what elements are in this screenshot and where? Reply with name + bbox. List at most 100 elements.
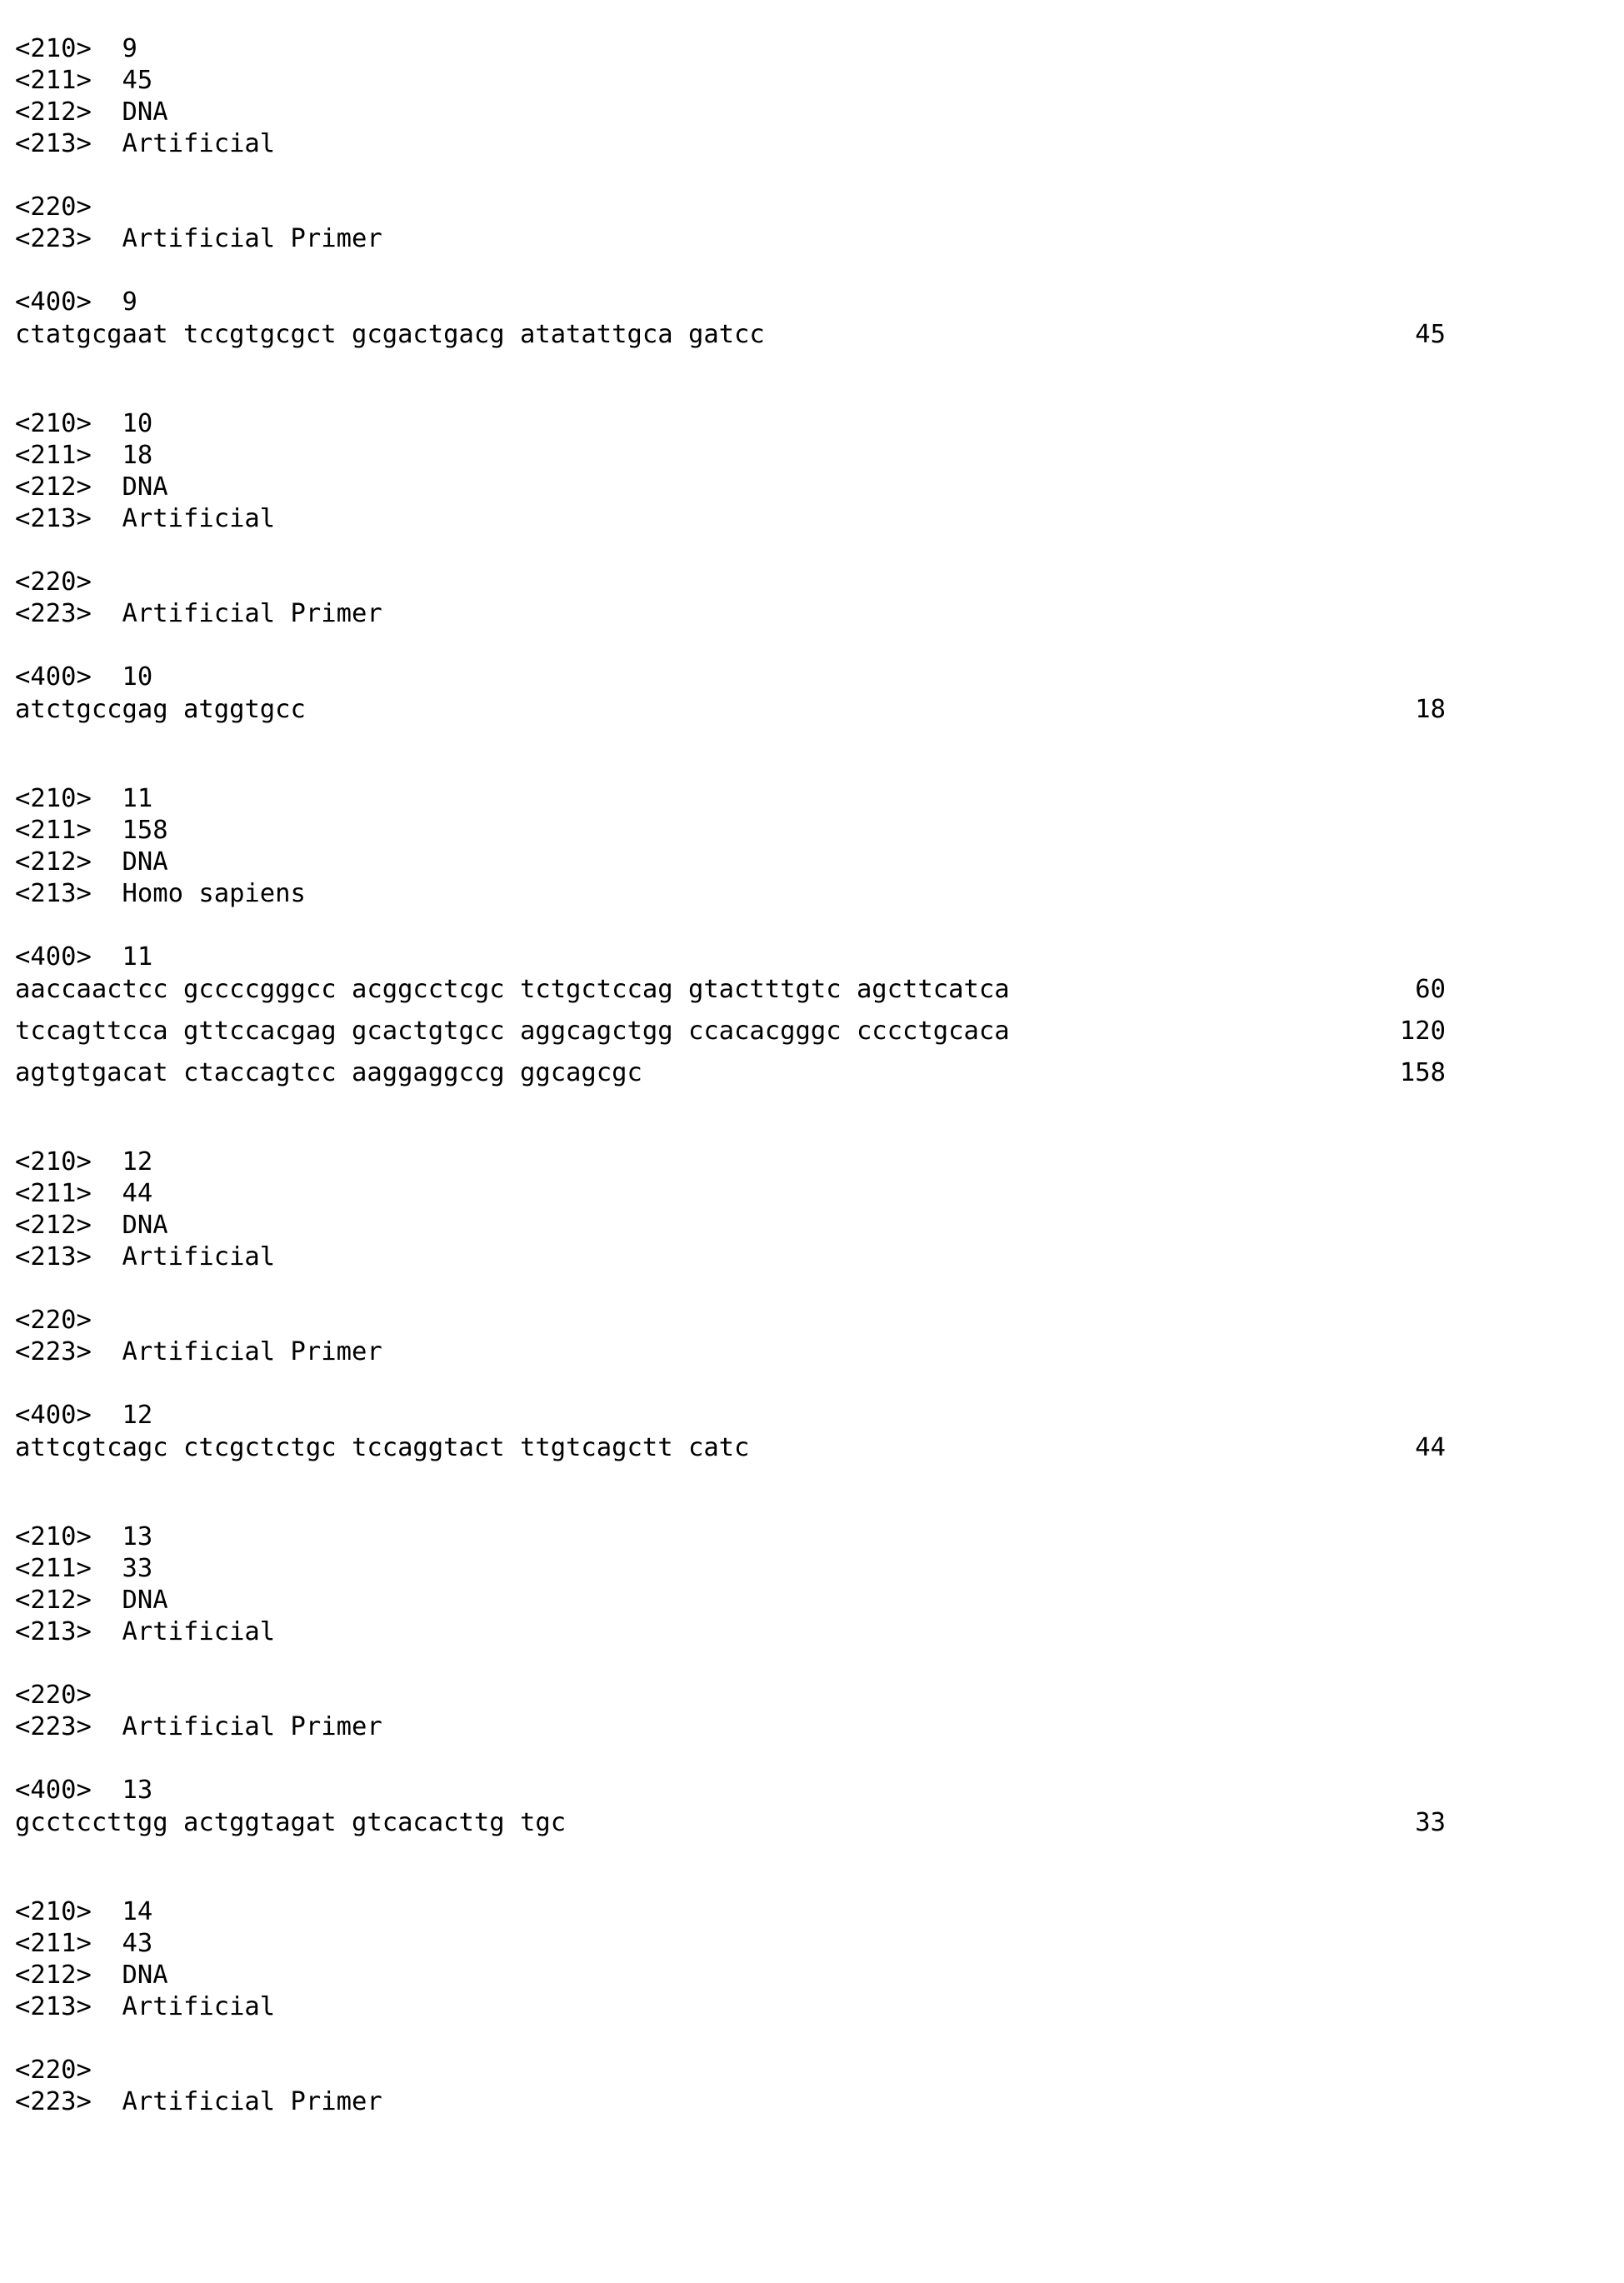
seq-id-tag: <210> — [15, 1521, 122, 1553]
sequence-row: agtgtgacat ctaccagtcc aaggaggccg ggcagcg… — [0, 1057, 1624, 1090]
sequence-block-14: <210>14 <211>43 <212>DNA <213>Artificial… — [0, 1896, 1624, 2118]
length-line: <211>33 — [0, 1553, 1624, 1585]
block-spacer — [0, 1122, 1624, 1146]
sequence-header-line: <400>9 — [0, 287, 1624, 318]
block-spacer — [0, 1840, 1624, 1871]
molecule-type-tag: <212> — [15, 847, 122, 878]
length-tag: <211> — [15, 1553, 122, 1585]
spacer — [0, 630, 1624, 662]
sequence-tag: <400> — [15, 942, 122, 973]
sequence-row: ctatgcgaat tccgtgcgct gcgactgacg atatatt… — [0, 318, 1624, 352]
feature-line: <220> — [0, 1680, 1624, 1711]
spacer — [0, 910, 1624, 942]
molecule-type-value: DNA — [122, 847, 168, 878]
molecule-type-value: DNA — [122, 97, 168, 128]
sequence-header-line: <400>11 — [0, 942, 1624, 973]
sequence-rows: aaccaactcc gccccgggcc acggcctcgc tctgctc… — [0, 973, 1624, 1090]
other-information-line: <223>Artificial Primer — [0, 223, 1624, 255]
seq-id-tag: <210> — [15, 408, 122, 440]
sequence-bases: tccagttcca gttccacgag gcactgtgcc aggcagc… — [15, 1017, 1010, 1046]
organism-line: <213>Artificial — [0, 1241, 1624, 1273]
molecule-type-line: <212>DNA — [0, 847, 1624, 878]
sequence-header-line: <400>12 — [0, 1400, 1624, 1431]
sequence-number: 12 — [122, 1400, 153, 1431]
seq-id-value: 14 — [122, 1896, 153, 1928]
other-information-tag: <223> — [15, 2086, 122, 2118]
spacer — [0, 160, 1624, 192]
other-information-tag: <223> — [15, 1336, 122, 1368]
seq-id-value: 12 — [122, 1146, 153, 1178]
length-tag: <211> — [15, 815, 122, 847]
organism-line: <213>Artificial — [0, 1991, 1624, 2023]
other-information-value: Artificial Primer — [122, 2086, 382, 2118]
length-tag: <211> — [15, 1928, 122, 1960]
sequence-row: attcgtcagc ctcgctctgc tccaggtact ttgtcag… — [0, 1431, 1624, 1465]
identifier-group: <210>13 <211>33 <212>DNA <213>Artificial — [0, 1521, 1624, 1648]
spacer — [0, 535, 1624, 567]
molecule-type-tag: <212> — [15, 97, 122, 128]
molecule-type-tag: <212> — [15, 1960, 122, 1991]
molecule-type-value: DNA — [122, 1960, 168, 1991]
sequence-bases: atctgccgag atggtgcc — [15, 695, 306, 724]
identifier-group: <210>9 <211>45 <212>DNA <213>Artificial — [0, 33, 1624, 160]
feature-tag: <220> — [15, 192, 122, 223]
seq-id-line: <210>11 — [0, 783, 1624, 815]
molecule-type-tag: <212> — [15, 472, 122, 503]
identifier-group: <210>10 <211>18 <212>DNA <213>Artificial — [0, 408, 1624, 535]
other-information-value: Artificial Primer — [122, 1711, 382, 1743]
other-information-value: Artificial Primer — [122, 223, 382, 255]
sequence-position-count: 60 — [1346, 973, 1446, 1007]
molecule-type-tag: <212> — [15, 1585, 122, 1616]
block-spacer — [0, 352, 1624, 383]
length-tag: <211> — [15, 1178, 122, 1210]
other-information-line: <223>Artificial Primer — [0, 1336, 1624, 1368]
other-information-line: <223>Artificial Primer — [0, 598, 1624, 630]
block-spacer — [0, 1871, 1624, 1896]
sequence-rows: ctatgcgaat tccgtgcgct gcgactgacg atatatt… — [0, 318, 1624, 352]
organism-tag: <213> — [15, 1241, 122, 1273]
sequence-position-count: 33 — [1346, 1806, 1446, 1840]
length-line: <211>158 — [0, 815, 1624, 847]
seq-id-line: <210>14 — [0, 1896, 1624, 1928]
spacer — [0, 2023, 1624, 2055]
organism-line: <213>Artificial — [0, 503, 1624, 535]
length-value: 43 — [122, 1928, 153, 1960]
feature-line: <220> — [0, 1305, 1624, 1336]
feature-group: <220> <223>Artificial Primer — [0, 1305, 1624, 1368]
length-tag: <211> — [15, 440, 122, 472]
sequence-bases: aaccaactcc gccccgggcc acggcctcgc tctgctc… — [15, 975, 1010, 1004]
sequence-position-count: 44 — [1346, 1431, 1446, 1465]
organism-tag: <213> — [15, 128, 122, 160]
sequence-row: aaccaactcc gccccgggcc acggcctcgc tctgctc… — [0, 973, 1624, 1007]
sequence-number: 10 — [122, 662, 153, 693]
molecule-type-line: <212>DNA — [0, 1960, 1624, 1991]
organism-tag: <213> — [15, 878, 122, 910]
sequence-tag: <400> — [15, 662, 122, 693]
sequence-number: 11 — [122, 942, 153, 973]
sequence-number: 13 — [122, 1775, 153, 1806]
other-information-line: <223>Artificial Primer — [0, 2086, 1624, 2118]
sequence-listing-page: <210>9 <211>45 <212>DNA <213>Artificial … — [0, 0, 1624, 2283]
length-value: 45 — [122, 65, 153, 97]
sequence-bases: agtgtgacat ctaccagtcc aaggaggccg ggcagcg… — [15, 1058, 642, 1087]
organism-value: Artificial — [122, 1991, 276, 2023]
organism-tag: <213> — [15, 1616, 122, 1648]
sequence-tag: <400> — [15, 1400, 122, 1431]
block-spacer — [0, 1465, 1624, 1496]
feature-tag: <220> — [15, 1680, 122, 1711]
feature-tag: <220> — [15, 567, 122, 598]
sequence-position-count: 18 — [1346, 693, 1446, 727]
sequence-position-count: 158 — [1346, 1057, 1446, 1090]
feature-group: <220> <223>Artificial Primer — [0, 1680, 1624, 1743]
spacer — [0, 1648, 1624, 1680]
organism-line: <213>Homo sapiens — [0, 878, 1624, 910]
molecule-type-line: <212>DNA — [0, 1585, 1624, 1616]
sequence-block-11: <210>11 <211>158 <212>DNA <213>Homo sapi… — [0, 783, 1624, 1090]
organism-line: <213>Artificial — [0, 128, 1624, 160]
block-spacer — [0, 1496, 1624, 1521]
length-line: <211>18 — [0, 440, 1624, 472]
feature-line: <220> — [0, 2055, 1624, 2086]
sequence-header-line: <400>10 — [0, 662, 1624, 693]
sequence-block-12: <210>12 <211>44 <212>DNA <213>Artificial… — [0, 1146, 1624, 1465]
sequence-header-line: <400>13 — [0, 1775, 1624, 1806]
